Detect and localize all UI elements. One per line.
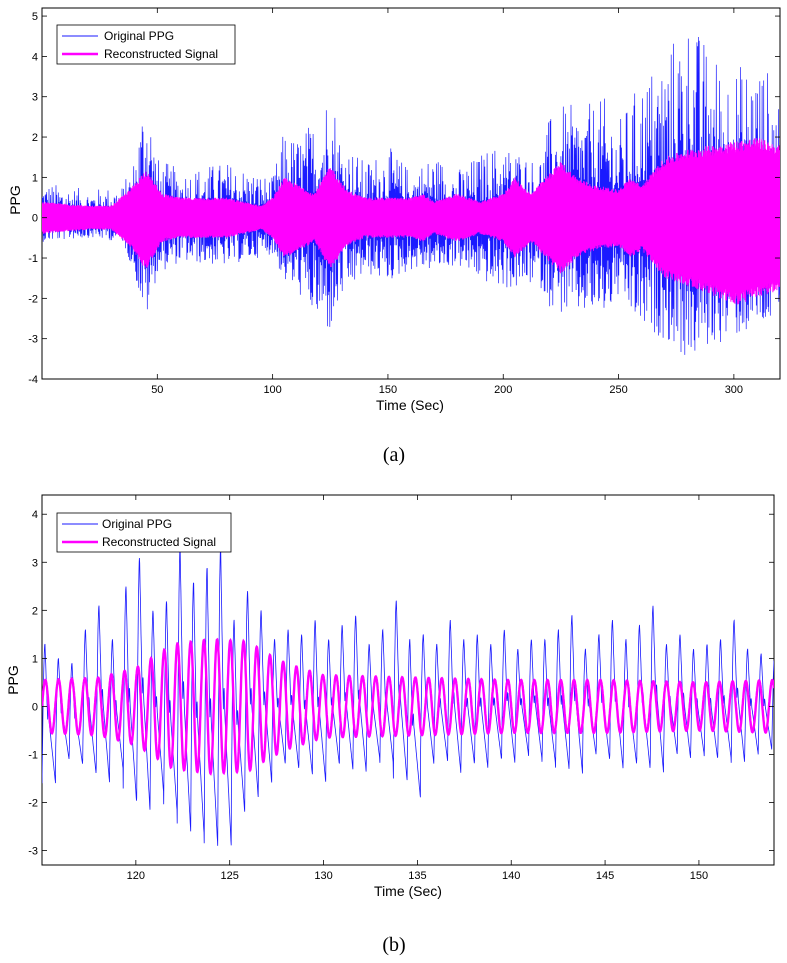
panel-label-a: (a) (383, 444, 405, 466)
y-tick-label-b--1: -1 (28, 749, 38, 761)
x-tick-label-a-150: 150 (379, 384, 397, 396)
axis-ticks-a: 50 100 150 200 250 300 -4 -3 -2 -1 0 1 2 3 4 5 (28, 8, 780, 396)
original-ppg-trace-b (42, 547, 774, 846)
y-tick-label-b-1: 1 (32, 653, 38, 665)
x-tick-label-a-100: 100 (263, 384, 281, 396)
x-tick-label-b-120: 120 (127, 870, 145, 882)
y-axis-title-b: PPG (5, 665, 21, 695)
y-tick-label-a-3: 3 (32, 92, 38, 104)
x-tick-label-b-150: 150 (690, 870, 708, 882)
y-tick-label-a--3: -3 (28, 334, 38, 346)
x-tick-label-b-130: 130 (314, 870, 332, 882)
x-tick-label-b-125: 125 (221, 870, 239, 882)
y-tick-label-a-5: 5 (32, 11, 38, 23)
x-axis-title-a: Time (Sec) (376, 397, 444, 413)
legend-b: Original PPG Reconstructed Signal (56, 512, 232, 553)
legend-label-original-a: Original PPG (104, 29, 174, 43)
panel-label-b: (b) (382, 934, 405, 956)
x-tick-label-a-250: 250 (609, 384, 627, 396)
x-tick-label-a-50: 50 (151, 384, 163, 396)
y-tick-label-b-0: 0 (32, 701, 38, 713)
y-tick-label-b--2: -2 (28, 798, 38, 810)
y-axis-title-a: PPG (7, 185, 23, 215)
y-tick-label-a-1: 1 (32, 172, 38, 184)
panel-b: 120 125 130 135 140 145 150 -3 -2 -1 0 1 2 3 4 Origina… (5, 494, 775, 956)
y-tick-label-b--3: -3 (28, 846, 38, 858)
reconstructed-trace-a (42, 138, 780, 305)
y-tick-label-a--2: -2 (28, 293, 38, 305)
y-tick-label-b-4: 4 (32, 509, 38, 521)
y-tick-label-a--1: -1 (28, 253, 38, 265)
x-tick-label-a-300: 300 (725, 384, 743, 396)
legend-label-reconstructed-b: Reconstructed Signal (102, 535, 216, 549)
y-tick-label-b-3: 3 (32, 557, 38, 569)
y-tick-label-a-2: 2 (32, 132, 38, 144)
x-tick-label-b-135: 135 (408, 870, 426, 882)
legend-label-original-b: Original PPG (102, 517, 172, 531)
legend-a: Original PPG Reconstructed Signal (56, 24, 236, 65)
legend-label-reconstructed-a: Reconstructed Signal (104, 47, 218, 61)
y-tick-label-a-0: 0 (32, 213, 38, 225)
x-tick-label-b-145: 145 (596, 870, 614, 882)
legend-box-a (56, 24, 236, 65)
axis-ticks-b: 120 125 130 135 140 145 150 -3 -2 -1 0 1 2 3 4 (28, 495, 774, 882)
panel-a: 50 100 150 200 250 300 -4 -3 -2 -1 0 1 2 3 4 5 Original… (7, 7, 781, 466)
legend-box-b (56, 512, 232, 553)
y-tick-label-a--4: -4 (28, 374, 38, 386)
x-axis-title-b: Time (Sec) (374, 883, 442, 899)
y-tick-label-a-4: 4 (32, 51, 38, 63)
x-tick-label-a-200: 200 (494, 384, 512, 396)
reconstructed-trace-b (42, 637, 774, 776)
y-tick-label-b-2: 2 (32, 605, 38, 617)
x-tick-label-b-140: 140 (502, 870, 520, 882)
